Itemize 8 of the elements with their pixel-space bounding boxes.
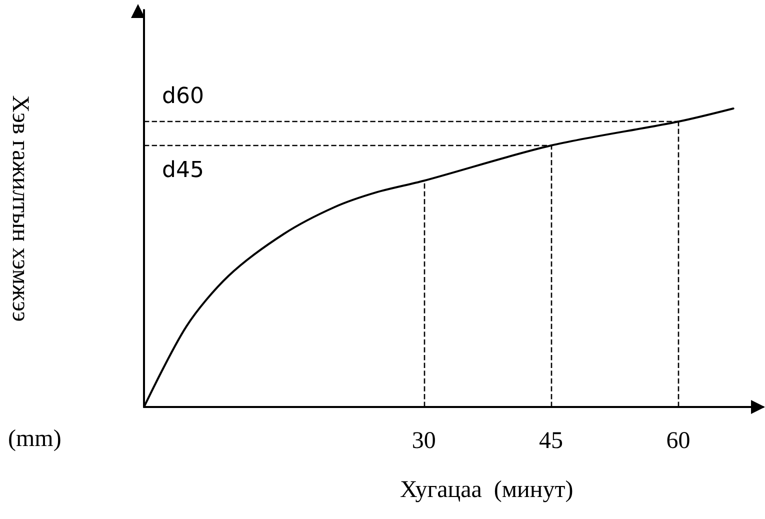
x-axis-title: Хугацаа (минут)	[400, 477, 574, 503]
ref-line-label: d45	[162, 158, 204, 184]
ref-line-label: d60	[162, 84, 204, 110]
text: (mm)	[8, 426, 62, 452]
x-tick-label: 60	[666, 428, 690, 454]
y-axis-title: Хэв гажилтын хэмжээ	[7, 95, 33, 322]
x-tick-label: 45	[539, 428, 564, 454]
x-tick-label: 30	[412, 428, 436, 454]
